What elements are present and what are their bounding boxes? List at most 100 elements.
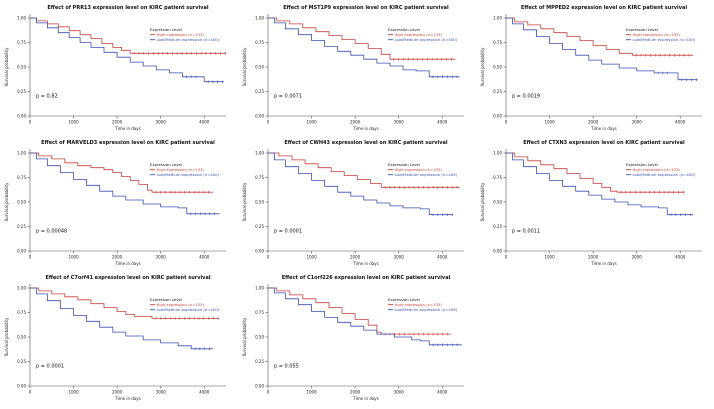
km-plot-PRR13: Effect of PRR13 expression level on KIRC…	[4, 5, 226, 131]
legend-label-low_medium_expression: Low/Medium expression (n=400)	[157, 37, 220, 42]
km-curve-high_expression	[30, 287, 220, 319]
km-plot-cell-MST1P9: Effect of MST1P9 expression level on KIR…	[238, 0, 476, 135]
km-plot-cell-CTXN3: Effect of CTXN3 expression level on KIRC…	[476, 135, 714, 270]
y-axis-label: Survival probability	[242, 317, 247, 356]
km-curve-high_expression	[30, 152, 213, 193]
km-curve-low_medium_expression	[506, 152, 694, 216]
x-tick-label: 4000	[199, 120, 210, 125]
legend-title: Expression Level	[626, 27, 658, 32]
y-tick-label: 0.00	[17, 113, 26, 118]
y-tick-label: 0.75	[17, 40, 26, 45]
y-tick-label: 0.50	[255, 199, 264, 204]
km-plot-cell-MARVELD3: Effect of MARVELD3 expression level on K…	[0, 135, 238, 270]
x-tick-label: 2000	[350, 390, 361, 395]
plot-title: Effect of C7orf41 expression level on KI…	[45, 275, 210, 281]
plot-title: Effect of CWH43 expression level on KIRC…	[284, 140, 448, 146]
plot-title: Effect of CTXN3 expression level on KIRC…	[523, 140, 685, 146]
legend-label-low_medium_expression: Low/Medium expression (n=400)	[395, 172, 458, 177]
x-tick-label: 2000	[350, 255, 361, 260]
p-value-label: p = 0.0019	[512, 94, 540, 100]
plot-title: Effect of MPPED2 expression level on KIR…	[521, 5, 688, 11]
legend-title: Expression Level	[150, 162, 182, 167]
y-tick-label: 0.25	[17, 89, 26, 94]
p-value-label: p = 0.82	[36, 94, 58, 100]
y-tick-label: 0.00	[255, 248, 264, 253]
km-plot-cell-CWH43: Effect of CWH43 expression level on KIRC…	[238, 135, 476, 270]
x-tick-label: 3000	[394, 390, 405, 395]
x-tick-label: 1000	[544, 120, 555, 125]
y-tick-label: 0.50	[493, 199, 502, 204]
x-tick-label: 3000	[632, 255, 643, 260]
legend-label-high_expression: High expression (n=133)	[395, 32, 443, 37]
legend-label-high_expression: High expression (n=133)	[157, 32, 205, 37]
y-tick-label: 0.25	[255, 224, 264, 229]
km-curve-high_expression	[268, 17, 456, 60]
x-tick-label: 1000	[68, 390, 79, 395]
x-tick-label: 1000	[306, 255, 317, 260]
legend-title: Expression Level	[150, 27, 182, 32]
x-axis-label: Time in days	[352, 126, 378, 131]
km-curve-high_expression	[30, 17, 226, 54]
x-tick-label: 2000	[112, 390, 123, 395]
km-curve-low_medium_expression	[268, 152, 454, 216]
x-tick-label: 3000	[394, 255, 405, 260]
legend-label-high_expression: High expression (n=133)	[395, 302, 443, 307]
y-tick-label: 0.00	[17, 248, 26, 253]
y-axis-label: Survival probability	[242, 47, 247, 86]
p-value-label: p = 0.0001	[36, 364, 64, 370]
km-curve-high_expression	[268, 152, 460, 188]
y-tick-label: 0.00	[17, 383, 26, 388]
x-tick-label: 4000	[437, 120, 448, 125]
km-plot-C1orf226: Effect of C1orf226 expression level on K…	[242, 275, 464, 401]
y-axis-label: Survival probability	[480, 182, 485, 221]
x-tick-label: 4000	[675, 255, 686, 260]
x-tick-label: 0	[505, 255, 508, 260]
y-axis-label: Survival probability	[4, 317, 9, 356]
legend-label-high_expression: High expression (n=133)	[633, 167, 681, 172]
y-tick-label: 0.75	[255, 175, 264, 180]
y-tick-label: 0.25	[17, 359, 26, 364]
legend-title: Expression Level	[388, 297, 420, 302]
legend-label-low_medium_expression: Low/Medium expression (n=400)	[395, 307, 458, 312]
p-value-label: p = 0.00048	[36, 229, 67, 235]
y-tick-label: 0.25	[493, 89, 502, 94]
x-tick-label: 0	[29, 390, 32, 395]
y-axis-label: Survival probability	[242, 182, 247, 221]
x-tick-label: 4000	[437, 390, 448, 395]
y-tick-label: 0.75	[255, 310, 264, 315]
x-tick-label: 3000	[394, 120, 405, 125]
x-tick-label: 1000	[306, 390, 317, 395]
plot-title: Effect of MARVELD3 expression level on K…	[41, 140, 215, 146]
y-tick-label: 0.75	[17, 310, 26, 315]
km-curve-low_medium_expression	[30, 17, 224, 83]
x-axis-label: Time in days	[114, 261, 140, 266]
y-tick-label: 0.00	[493, 113, 502, 118]
x-tick-label: 1000	[544, 255, 555, 260]
y-tick-label: 1.00	[255, 285, 264, 290]
km-curve-low_medium_expression	[30, 152, 220, 215]
km-plot-CTXN3: Effect of CTXN3 expression level on KIRC…	[480, 140, 702, 266]
plot-title: Effect of C1orf226 expression level on K…	[282, 275, 451, 281]
y-tick-label: 0.25	[255, 359, 264, 364]
legend-label-low_medium_expression: Low/Medium expression (n=400)	[157, 172, 220, 177]
p-value-label: p = 0.055	[274, 364, 299, 370]
x-tick-label: 1000	[68, 255, 79, 260]
x-axis-label: Time in days	[590, 261, 616, 266]
x-tick-label: 2000	[350, 120, 361, 125]
legend-title: Expression Level	[388, 162, 420, 167]
plot-title: Effect of MST1P9 expression level on KIR…	[283, 5, 449, 11]
x-tick-label: 3000	[156, 255, 167, 260]
x-tick-label: 1000	[306, 120, 317, 125]
km-plot-C7orf41: Effect of C7orf41 expression level on KI…	[4, 275, 226, 401]
p-value-label: p = 0.0001	[274, 229, 302, 235]
y-tick-label: 1.00	[255, 15, 264, 20]
plot-title: Effect of PRR13 expression level on KIRC…	[47, 5, 209, 11]
km-plot-MARVELD3: Effect of MARVELD3 expression level on K…	[4, 140, 226, 266]
y-tick-label: 0.75	[255, 40, 264, 45]
km-plot-cell-PRR13: Effect of PRR13 expression level on KIRC…	[0, 0, 238, 135]
legend-title: Expression Level	[626, 162, 658, 167]
